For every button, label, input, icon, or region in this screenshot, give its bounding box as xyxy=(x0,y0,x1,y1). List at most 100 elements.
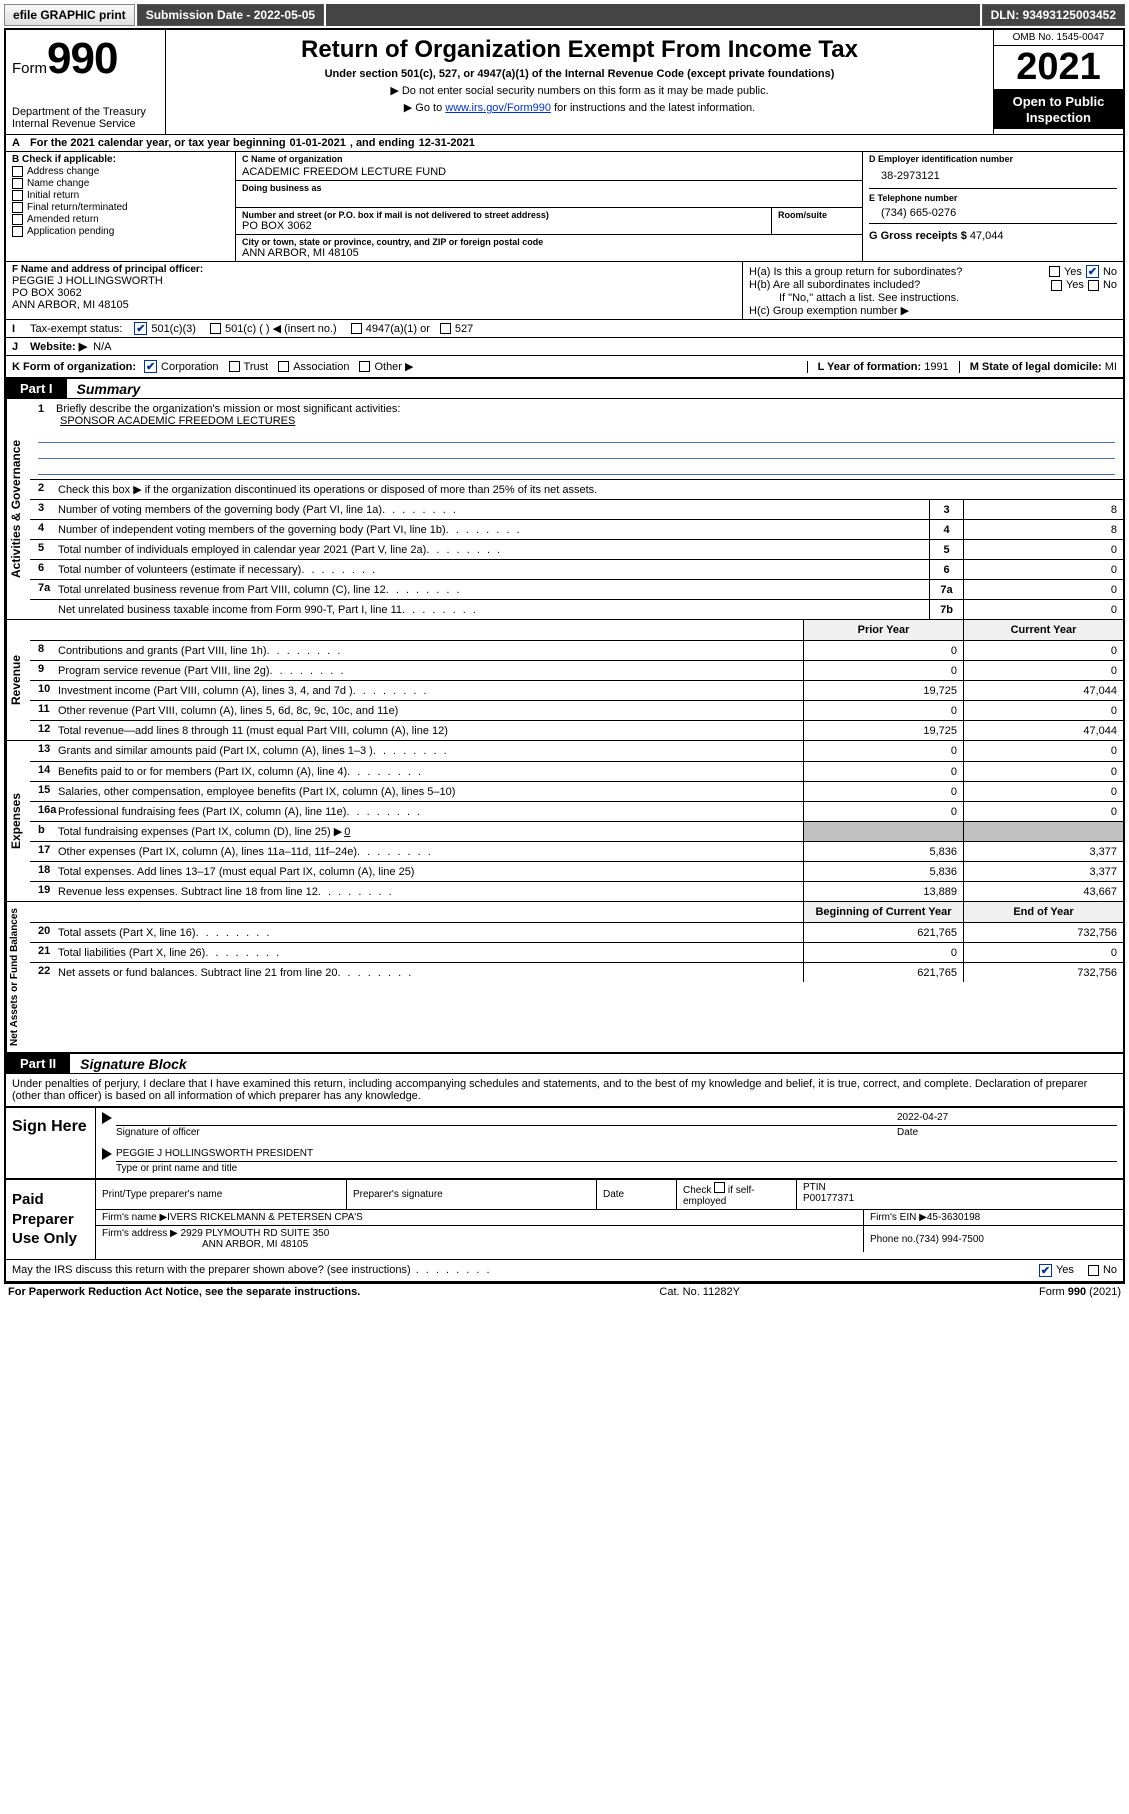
k-other-box[interactable] xyxy=(359,361,370,372)
b-name: Name change xyxy=(27,178,89,189)
expenses-block: Expenses 13Grants and similar amounts pa… xyxy=(6,740,1123,901)
may-yes: Yes xyxy=(1056,1264,1074,1276)
l22-end: 732,756 xyxy=(963,963,1123,982)
checkbox-address-change[interactable] xyxy=(12,166,23,177)
k-assoc-box[interactable] xyxy=(278,361,289,372)
l11-prior: 0 xyxy=(803,701,963,720)
mission-line xyxy=(38,429,1115,443)
i-501c: 501(c) ( ) ◀ (insert no.) xyxy=(225,322,337,335)
revenue-block: Revenue Prior YearCurrent Year 8Contribu… xyxy=(6,619,1123,740)
open-public: Open to Public Inspection xyxy=(994,90,1123,129)
l16b-grey1 xyxy=(803,822,963,841)
l19-text: Revenue less expenses. Subtract line 18 … xyxy=(54,882,803,901)
checkbox-name-change[interactable] xyxy=(12,178,23,189)
dln: DLN: 93493125003452 xyxy=(982,4,1125,26)
l2-text: Check this box ▶ if the organization dis… xyxy=(54,480,1123,499)
net-assets-block: Net Assets or Fund Balances Beginning of… xyxy=(6,901,1123,1052)
section-deg: D Employer identification number 38-2973… xyxy=(863,152,1123,261)
toolbar-spacer xyxy=(326,4,979,26)
ptin-label: PTIN xyxy=(803,1182,826,1193)
b-header: B Check if applicable: xyxy=(12,154,229,165)
k-trust-box[interactable] xyxy=(229,361,240,372)
arrow-icon xyxy=(102,1148,112,1160)
f-label: F Name and address of principal officer: xyxy=(12,264,736,275)
l10-text: Investment income (Part VIII, column (A)… xyxy=(54,681,803,700)
l7a-value: 0 xyxy=(963,580,1123,599)
line-a-mid: , and ending xyxy=(350,137,415,149)
i-527-box[interactable] xyxy=(440,323,451,334)
irs-link[interactable]: www.irs.gov/Form990 xyxy=(445,102,551,114)
firm-name-label: Firm's name ▶ xyxy=(102,1212,167,1223)
l15-text: Salaries, other compensation, employee b… xyxy=(54,782,803,801)
paid-preparer-block: Paid Preparer Use Only Print/Type prepar… xyxy=(6,1178,1123,1259)
i-501c-box[interactable] xyxy=(210,323,221,334)
k-assoc: Association xyxy=(293,361,349,373)
checkbox-application[interactable] xyxy=(12,226,23,237)
irs-label: Internal Revenue Service xyxy=(12,118,159,130)
i-4947-box[interactable] xyxy=(351,323,362,334)
l16b-value: 0 xyxy=(344,826,350,838)
hb-no-box[interactable] xyxy=(1088,280,1099,291)
l20-end: 732,756 xyxy=(963,923,1123,942)
header-right: OMB No. 1545-0047 2021 Open to Public In… xyxy=(993,30,1123,134)
current-year-hdr: Current Year xyxy=(963,620,1123,640)
l17-text: Other expenses (Part IX, column (A), lin… xyxy=(54,842,803,861)
form-990: Form990 Department of the Treasury Inter… xyxy=(4,28,1125,1283)
may-no-box[interactable] xyxy=(1088,1265,1099,1276)
l22-text: Net assets or fund balances. Subtract li… xyxy=(54,963,803,982)
l13-text: Grants and similar amounts paid (Part IX… xyxy=(54,741,803,761)
l19-current: 43,667 xyxy=(963,882,1123,901)
hb-yes-box[interactable] xyxy=(1051,280,1062,291)
may-discuss-text: May the IRS discuss this return with the… xyxy=(12,1264,1039,1276)
omb-number: OMB No. 1545-0047 xyxy=(994,30,1123,46)
l16a-prior: 0 xyxy=(803,802,963,821)
check-label: Check xyxy=(683,1185,711,1196)
l7b-value: 0 xyxy=(963,600,1123,619)
officer-printed-name: PEGGIE J HOLLINGSWORTH PRESIDENT xyxy=(116,1148,1117,1159)
ha-yes-box[interactable] xyxy=(1049,266,1060,277)
section-b: B Check if applicable: Address change Na… xyxy=(6,152,236,261)
ha-yes: Yes xyxy=(1064,266,1082,278)
submission-date: Submission Date - 2022-05-05 xyxy=(137,4,324,26)
l13-prior: 0 xyxy=(803,741,963,761)
website-value: N/A xyxy=(93,341,111,353)
efile-print-button[interactable]: efile GRAPHIC print xyxy=(4,4,135,26)
org-name: ACADEMIC FREEDOM LECTURE FUND xyxy=(242,166,856,178)
fh-block: F Name and address of principal officer:… xyxy=(6,261,1123,319)
street-value: PO BOX 3062 xyxy=(242,220,765,232)
k-other: Other ▶ xyxy=(374,360,413,373)
ha-no-box[interactable]: ✔ xyxy=(1086,265,1099,278)
b-initial: Initial return xyxy=(27,190,79,201)
part2-header: Part II Signature Block xyxy=(6,1052,1123,1073)
checkbox-amended[interactable] xyxy=(12,214,23,225)
dln-label: DLN: xyxy=(991,8,1023,22)
cat-net: Net Assets or Fund Balances xyxy=(6,902,30,1052)
mission-line xyxy=(38,461,1115,475)
self-employed-box[interactable] xyxy=(714,1182,725,1193)
header-middle: Return of Organization Exempt From Incom… xyxy=(166,30,993,134)
goto-line: ▶ Go to www.irs.gov/Form990 for instruct… xyxy=(172,101,987,114)
paid-preparer-label: Paid Preparer Use Only xyxy=(6,1180,96,1259)
l3-value: 8 xyxy=(963,500,1123,519)
k-corp-box[interactable]: ✔ xyxy=(144,360,157,373)
l18-text: Total expenses. Add lines 13–17 (must eq… xyxy=(54,862,803,881)
l11-current: 0 xyxy=(963,701,1123,720)
checkbox-initial[interactable] xyxy=(12,190,23,201)
may-yes-box[interactable]: ✔ xyxy=(1039,1264,1052,1277)
part1-header: Part I Summary xyxy=(6,377,1123,398)
firm-phone-label: Phone no. xyxy=(870,1234,916,1245)
section-c: C Name of organization ACADEMIC FREEDOM … xyxy=(236,152,863,261)
hb-yes: Yes xyxy=(1066,279,1084,291)
checkbox-final[interactable] xyxy=(12,202,23,213)
may-no: No xyxy=(1103,1264,1117,1276)
city-value: ANN ARBOR, MI 48105 xyxy=(242,247,856,259)
l6-value: 0 xyxy=(963,560,1123,579)
form-header: Form990 Department of the Treasury Inter… xyxy=(6,30,1123,134)
sign-here-block: Sign Here 2022-04-27 Signature of office… xyxy=(6,1106,1123,1178)
i-501c3-box[interactable]: ✔ xyxy=(134,322,147,335)
dba-label: Doing business as xyxy=(242,183,856,193)
tax-year-begin: 01-01-2021 xyxy=(290,137,346,149)
l21-end: 0 xyxy=(963,943,1123,962)
i-527: 527 xyxy=(455,323,473,335)
l-label: L Year of formation: xyxy=(818,361,925,373)
